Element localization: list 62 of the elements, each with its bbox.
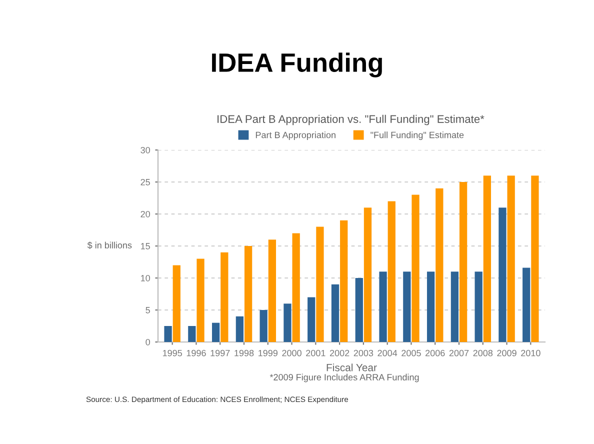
bar	[498, 208, 506, 342]
x-tick-label: 2004	[378, 350, 398, 356]
x-tick-label: 2010	[521, 350, 540, 356]
x-tick-label: 1997	[210, 350, 230, 356]
x-tick-label: 1998	[234, 350, 254, 356]
bar	[450, 272, 459, 342]
bar	[260, 310, 268, 342]
bar	[531, 176, 539, 342]
legend-label: "Full Funding" Estimate	[370, 132, 464, 140]
x-tick-label: 2007	[449, 350, 469, 356]
bar	[331, 284, 340, 342]
x-tick-label: 2000	[282, 350, 302, 356]
bar	[172, 265, 180, 342]
bar	[379, 272, 387, 342]
bar	[436, 188, 444, 342]
bar	[268, 240, 276, 342]
bar	[236, 316, 244, 342]
bar	[340, 220, 348, 342]
chart-subtitle: IDEA Part B Appropriation vs. "Full Funding" Estimate*	[218, 114, 484, 126]
bar	[522, 268, 530, 342]
x-tick-label: 2002	[330, 350, 350, 356]
x-tick-label: 2008	[473, 350, 493, 356]
bar	[196, 258, 204, 342]
x-tick-label: 1995	[162, 350, 182, 356]
bar	[316, 226, 324, 342]
bar	[212, 322, 220, 342]
y-tick-label: 30	[140, 146, 150, 154]
bar	[292, 233, 300, 342]
x-axis-title: Fiscal Year	[326, 364, 377, 372]
bar	[459, 182, 468, 342]
bar	[483, 176, 492, 342]
y-tick-label: 10	[141, 274, 150, 282]
y-tick-label: 15	[141, 243, 150, 250]
bar	[507, 176, 515, 342]
text: *2009 Figure Includes ARRA Funding	[270, 374, 419, 382]
x-tick-label: 2006	[426, 350, 445, 356]
bar	[164, 326, 172, 342]
bar	[220, 252, 228, 342]
bar	[188, 326, 196, 342]
bar	[474, 272, 482, 342]
y-tick-label: 0	[146, 338, 150, 346]
chart-title: IDEA Funding	[212, 52, 382, 78]
x-tick-label: 2009	[497, 350, 516, 356]
y-axis-title: $ in billions	[87, 242, 132, 249]
bar	[244, 246, 252, 342]
bar	[308, 297, 316, 342]
y-tick-label: 5	[146, 307, 150, 314]
bar	[412, 194, 420, 342]
x-tick-label: 2001	[306, 350, 326, 356]
y-tick-label: 25	[140, 178, 150, 186]
bar	[364, 208, 372, 342]
bar	[284, 304, 292, 342]
bar	[355, 278, 363, 342]
bar	[403, 272, 411, 342]
legend-label: Part B Appropriation	[256, 132, 336, 140]
x-tick-label: 1999	[258, 350, 278, 356]
x-tick-label: 1996	[186, 350, 206, 356]
x-tick-label: 2003	[354, 350, 374, 356]
x-tick-label: 2005	[402, 350, 421, 356]
bar	[388, 201, 396, 342]
bar	[426, 272, 435, 342]
y-tick-label: 20	[140, 210, 150, 218]
